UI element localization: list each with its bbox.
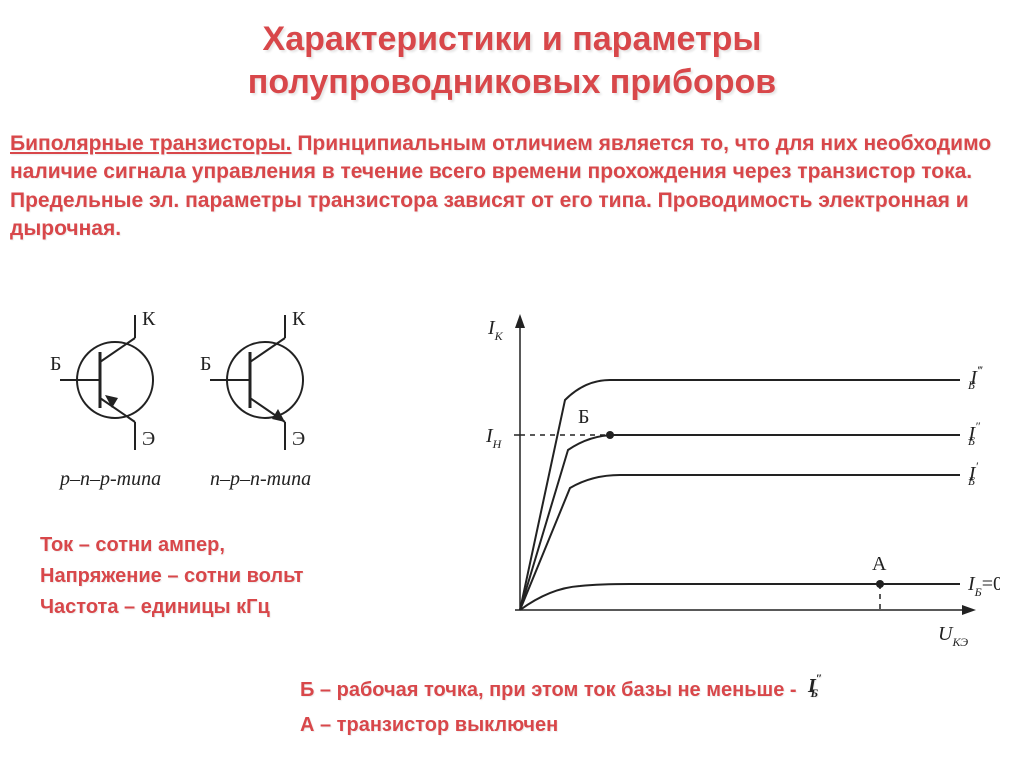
curve-label-ib0: IБ=0	[967, 573, 1000, 599]
y-axis-label: IК	[487, 317, 504, 343]
curve-label-ib2: I″Б	[967, 419, 981, 448]
y-tick-in: IН	[485, 425, 503, 451]
svg-text:I″Б: I″Б	[807, 672, 822, 700]
note-b-formula: I″Б	[806, 672, 836, 710]
iv-curve-chart: IК UКЭ IН I‴Б I″Б I′Б IБ=0 Б	[480, 290, 1000, 650]
note-b: Б – рабочая точка, при этом ток базы не …	[300, 672, 1020, 710]
title-line1: Характеристики и параметры	[263, 20, 762, 58]
param-frequency: Частота – единицы кГц	[40, 596, 270, 618]
param-current: Ток – сотни ампер,	[40, 534, 225, 556]
parameter-list: Ток – сотни ампер, Напряжение – сотни во…	[40, 530, 380, 623]
npn-symbol: Б К Э n–p–n-типа	[200, 308, 311, 490]
intro-paragraph: Биполярные транзисторы. Принципиальным о…	[10, 130, 1014, 243]
point-b-label: Б	[578, 406, 589, 428]
chart-notes: Б – рабочая точка, при этом ток базы не …	[300, 672, 1020, 741]
curve-ib0	[520, 584, 960, 610]
transistor-symbols: Б К Э p–n–p-типа Б К Э n–p–n-типа	[40, 300, 340, 500]
note-a: А – транзистор выключен	[300, 710, 1020, 741]
intro-lead: Биполярные транзисторы.	[10, 132, 291, 155]
npn-caption: n–p–n-типа	[210, 468, 311, 490]
pnp-symbol: Б К Э p–n–p-типа	[50, 308, 161, 490]
curve-label-ib1: I′Б	[967, 459, 978, 488]
pnp-caption: p–n–p-типа	[58, 468, 161, 490]
npn-base-label: Б	[200, 353, 211, 375]
point-a-label: А	[872, 553, 887, 575]
pnp-emitter-label: Э	[142, 428, 155, 450]
param-voltage: Напряжение – сотни вольт	[40, 565, 303, 587]
note-b-text: Б – рабочая точка, при этом ток базы не …	[300, 679, 797, 701]
npn-collector-label: К	[292, 308, 306, 330]
pnp-base-label: Б	[50, 353, 61, 375]
x-axis-label: UКЭ	[938, 623, 968, 649]
npn-emitter-label: Э	[292, 428, 305, 450]
page-title: Характеристики и параметры полупроводник…	[0, 18, 1024, 103]
curve-ib1	[520, 475, 960, 610]
curve-label-ib3: I‴Б	[967, 363, 983, 392]
title-line2: полупроводниковых приборов	[248, 63, 776, 101]
pnp-collector-label: К	[142, 308, 156, 330]
